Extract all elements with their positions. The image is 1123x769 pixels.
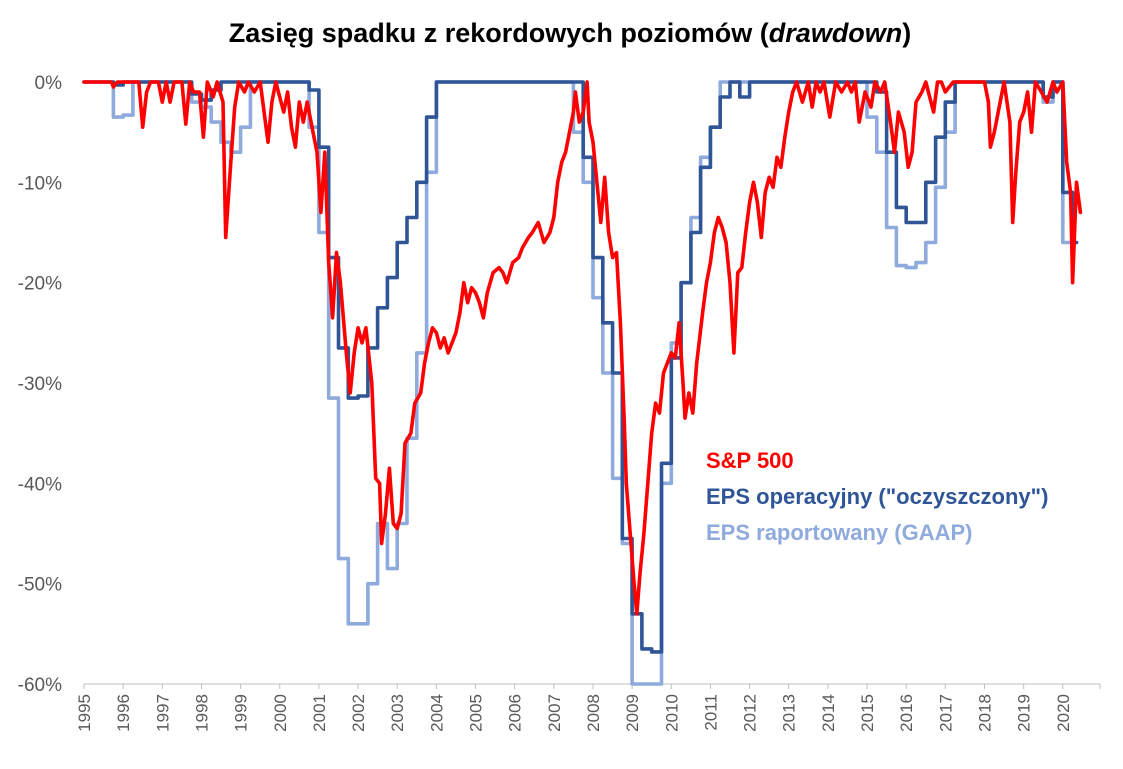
x-tick-label: 2014 [819,694,838,732]
x-axis: 1995 1996 1997 1998 1999 2000 2001 2002 2003 2004… [75,683,1101,732]
x-tick-label: 1999 [232,694,251,732]
x-tick-label: 2018 [976,694,995,732]
chart-title-close: ) [902,18,912,48]
x-tick-label: 1996 [114,694,133,732]
x-tick-label: 2009 [623,694,642,732]
x-tick-label: 1997 [153,694,172,732]
x-tick-label: 2015 [858,694,877,732]
x-tick-label: 2019 [1015,694,1034,732]
y-tick-label: -40% [18,474,62,495]
y-tick-label: -20% [18,274,62,295]
x-tick-label: 2001 [310,694,329,732]
chart-title: Zasięg spadku z rekordowych poziomów (dr… [0,18,1123,49]
x-tick-label: 2005 [467,694,486,732]
legend-entry-0: S&P 500 [706,448,794,473]
legend: S&P 500 EPS operacyjny ("oczyszczony") EPS… [706,448,1048,545]
y-tick-label: -60% [18,675,62,696]
x-tick-label: 2003 [388,694,407,732]
x-tick-label: 2017 [936,694,955,732]
series-layer [82,80,1083,686]
series-line-2 [82,80,1079,686]
series-line-1 [82,80,1079,654]
chart-title-italic: drawdown [768,18,903,48]
y-axis: 0% -10% -20% -30% -40% -50% -60% [18,73,62,696]
x-tick-label: 2004 [427,694,446,732]
legend-entry-2: EPS raportowany (GAAP) [706,520,972,545]
y-tick-label: -30% [18,374,62,395]
x-tick-label: 2008 [584,694,603,732]
legend-entry-1: EPS operacyjny ("oczyszczony") [706,484,1048,509]
series-line-0 [82,80,1083,616]
x-tick-label: 2000 [271,694,290,732]
x-tick-label: 2007 [545,694,564,732]
x-tick-label: 2012 [741,694,760,732]
x-tick-label: 2016 [897,694,916,732]
y-tick-label: 0% [35,73,63,94]
y-tick-label: -50% [18,575,62,596]
y-tick-label: -10% [18,173,62,194]
x-tick-label: 1995 [75,694,94,732]
x-tick-label: 2013 [780,694,799,732]
chart-title-main: Zasięg spadku z rekordowych poziomów ( [228,18,769,48]
x-tick-label: 2002 [349,694,368,732]
x-tick-label: 2010 [662,694,681,732]
x-tick-label: 2006 [506,694,525,732]
x-tick-label: 2011 [701,694,720,731]
x-tick-label: 2020 [1054,694,1073,732]
x-tick-label: 1998 [192,694,211,732]
